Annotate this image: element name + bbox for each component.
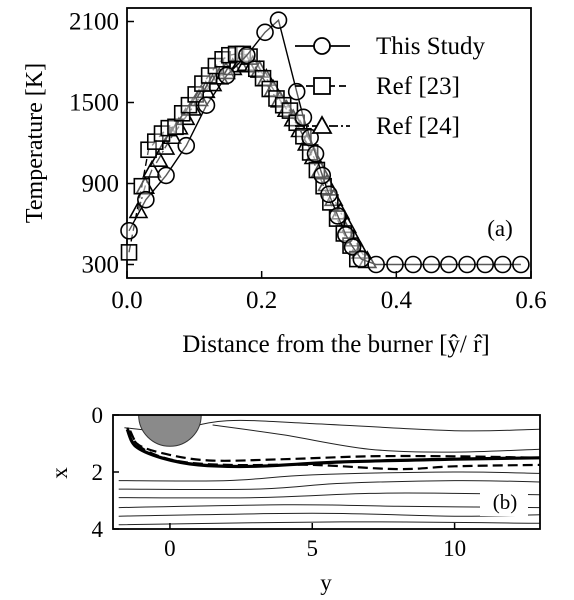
data-point-circle xyxy=(367,255,385,274)
data-point-circle xyxy=(294,108,313,127)
streamline xyxy=(118,504,540,509)
panel-a-x-tick-label: 0.4 xyxy=(381,287,413,314)
data-point-circle xyxy=(404,255,422,274)
legend-item-this-study: This Study xyxy=(295,33,486,60)
data-point-square xyxy=(295,127,312,145)
panel-b-y-tick-label: 2 xyxy=(92,460,104,485)
panel-a-ticks-layer: 0.0 0.2 0.4 0.6 300 900 1500 2100 xyxy=(69,9,547,315)
panel-b-y-tick-label: 0 xyxy=(92,403,104,428)
series-line-ref-24 xyxy=(137,62,368,261)
streamline xyxy=(118,480,540,491)
panel-b-label: (b) xyxy=(493,490,518,514)
legend-marker-circle xyxy=(313,37,331,55)
panel-b-streamlines xyxy=(118,419,540,526)
legend-label-this-study: This Study xyxy=(376,33,486,60)
panel-a-y-tick-label: 900 xyxy=(82,171,120,198)
panel-a-y-tick-label: 2100 xyxy=(69,9,119,36)
data-point-circle xyxy=(120,221,138,240)
data-point-circle xyxy=(512,255,530,274)
panel-a-x-tick-label: 0.0 xyxy=(111,287,142,314)
data-point-triangle xyxy=(155,136,176,155)
panel-a-temperature-chart: 0.0 0.2 0.4 0.6 300 900 1500 2100 (a) This Stud… xyxy=(22,7,547,358)
data-point-triangle xyxy=(128,200,149,219)
data-point-circle xyxy=(328,207,347,225)
data-point-circle xyxy=(320,185,338,204)
data-point-circle xyxy=(493,255,512,274)
data-point-circle xyxy=(386,255,404,274)
panel-b-x-tick-label: 10 xyxy=(443,536,466,561)
data-point-circle xyxy=(177,136,196,155)
panel-b-y-axis-label: x xyxy=(47,467,72,479)
data-point-circle xyxy=(352,250,371,268)
data-point-circle xyxy=(440,255,458,274)
streamline xyxy=(118,471,540,482)
legend-label-ref-23: Ref [23] xyxy=(376,73,460,100)
legend-item-ref-23: Ref [23] xyxy=(295,73,460,100)
data-point-circle xyxy=(306,145,325,163)
streamline xyxy=(118,512,540,517)
panel-b-flame-fronts xyxy=(125,427,540,471)
data-point-circle xyxy=(343,238,362,256)
flame-front-dashed xyxy=(126,427,540,462)
panel-a-x-axis-label: Distance from the burner [ŷ/ r̂] xyxy=(182,331,490,358)
legend-item-ref-24: Ref [24] xyxy=(295,113,460,140)
data-point-circle xyxy=(422,255,441,274)
panel-a-series-layer xyxy=(120,11,530,274)
data-point-square xyxy=(120,244,138,261)
panel-b-x-tick-label: 0 xyxy=(164,536,176,561)
data-point-circle xyxy=(238,46,256,65)
panel-b-x-tick-label: 5 xyxy=(307,536,319,561)
panel-a-x-tick-label: 0.2 xyxy=(246,287,277,314)
flame-front-dashed xyxy=(129,430,540,471)
panel-a-label: (a) xyxy=(487,216,513,241)
legend-label-ref-24: Ref [24] xyxy=(376,113,460,140)
data-point-circle xyxy=(476,255,495,274)
panel-a-y-axis-label: Temperature [K] xyxy=(22,63,48,223)
data-point-circle xyxy=(256,23,274,42)
streamline xyxy=(118,492,540,499)
panel-a-y-tick-label: 1500 xyxy=(69,90,119,117)
streamline xyxy=(118,521,540,526)
legend: This Study Ref [23] Ref [24] xyxy=(295,33,486,140)
data-point-triangle xyxy=(148,149,169,167)
flame-front-solid-thick xyxy=(125,428,540,469)
data-point-circle xyxy=(313,166,332,185)
panel-b-y-tick-label: 4 xyxy=(92,517,104,542)
legend-marker-square xyxy=(313,77,331,95)
data-point-circle xyxy=(137,190,155,209)
panel-b-x-axis-label: y xyxy=(320,570,332,595)
data-point-triangle xyxy=(142,159,162,178)
panel-a-x-tick-label: 0.6 xyxy=(515,287,546,314)
streamline xyxy=(212,424,540,453)
data-point-circle xyxy=(157,166,175,185)
data-point-circle xyxy=(217,66,236,85)
data-point-circle xyxy=(269,11,288,29)
panel-b-label-background xyxy=(480,490,528,516)
panel-a-y-tick-label: 300 xyxy=(82,252,120,279)
series-this-study xyxy=(120,11,530,274)
panel-b-ticks-layer: 0 5 10 0 2 4 xyxy=(92,403,467,561)
data-point-circle xyxy=(197,96,216,114)
data-point-circle xyxy=(458,255,476,274)
panel-b-flame-diagram: 0 5 10 0 2 4 (b) x y xyxy=(47,403,541,595)
panel-a-plot-frame xyxy=(126,7,532,279)
legend-marker-triangle xyxy=(311,115,333,134)
data-point-circle xyxy=(287,82,306,101)
